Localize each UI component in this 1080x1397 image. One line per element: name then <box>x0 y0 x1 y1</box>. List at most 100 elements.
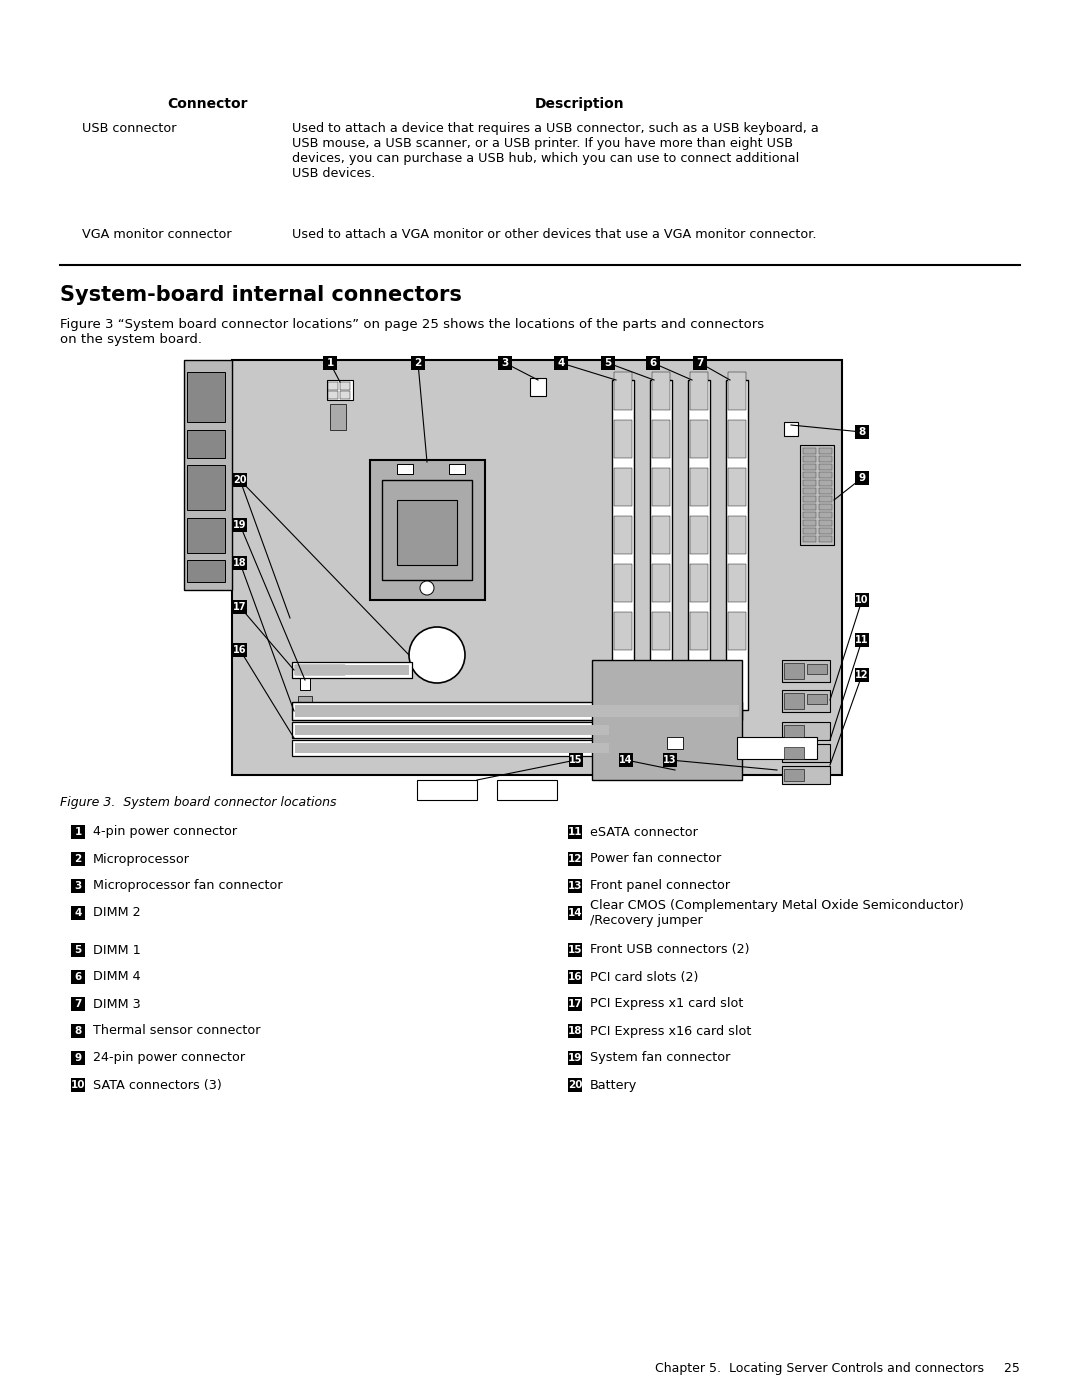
Bar <box>804 464 816 469</box>
Bar <box>804 481 816 486</box>
Text: Battery: Battery <box>590 1078 637 1091</box>
FancyBboxPatch shape <box>568 1024 582 1038</box>
Bar <box>652 468 670 506</box>
Text: PCI Express x16 card slot: PCI Express x16 card slot <box>590 1024 752 1038</box>
Text: DIMM 2: DIMM 2 <box>93 907 140 919</box>
Bar <box>804 448 816 454</box>
Bar <box>298 696 312 704</box>
Text: 24-pin power connector: 24-pin power connector <box>93 1052 245 1065</box>
Text: 1: 1 <box>326 358 334 367</box>
Bar <box>819 472 832 478</box>
Text: 14: 14 <box>568 908 582 918</box>
Bar <box>612 380 634 710</box>
Circle shape <box>409 627 465 683</box>
Text: Microprocessor fan connector: Microprocessor fan connector <box>93 880 283 893</box>
Bar <box>819 481 832 486</box>
FancyBboxPatch shape <box>855 471 869 485</box>
Bar <box>819 464 832 469</box>
Text: 17: 17 <box>233 602 246 612</box>
Text: 15: 15 <box>569 754 583 766</box>
Bar <box>688 380 710 710</box>
Bar <box>782 722 831 740</box>
Bar <box>807 694 827 704</box>
Text: Connector: Connector <box>166 96 247 110</box>
Text: DIMM 4: DIMM 4 <box>93 971 140 983</box>
Text: 9: 9 <box>75 1053 82 1063</box>
Bar <box>819 448 832 454</box>
Circle shape <box>420 581 434 595</box>
Text: 4: 4 <box>75 908 82 918</box>
Bar <box>187 560 225 583</box>
Text: PCI Express x1 card slot: PCI Express x1 card slot <box>590 997 743 1010</box>
Bar <box>187 372 225 422</box>
Bar <box>397 464 413 474</box>
Text: 15: 15 <box>568 944 582 956</box>
Text: 19: 19 <box>233 520 246 529</box>
Bar <box>652 612 670 650</box>
Bar <box>819 488 832 495</box>
Bar <box>295 665 345 675</box>
Text: 2: 2 <box>75 854 82 863</box>
Bar <box>819 496 832 502</box>
Text: eSATA connector: eSATA connector <box>590 826 698 838</box>
Text: Thermal sensor connector: Thermal sensor connector <box>93 1024 260 1038</box>
Text: 4: 4 <box>557 358 565 367</box>
FancyBboxPatch shape <box>71 1078 85 1092</box>
FancyBboxPatch shape <box>568 943 582 957</box>
FancyBboxPatch shape <box>693 356 707 370</box>
Bar <box>728 515 746 555</box>
FancyBboxPatch shape <box>855 592 869 608</box>
Bar <box>652 564 670 602</box>
Bar <box>728 468 746 506</box>
Bar <box>726 380 748 710</box>
Bar <box>784 768 804 781</box>
Bar <box>804 472 816 478</box>
Bar <box>187 430 225 458</box>
Text: 3: 3 <box>501 358 509 367</box>
FancyBboxPatch shape <box>568 852 582 866</box>
Text: USB connector: USB connector <box>82 122 176 136</box>
Bar <box>295 743 609 753</box>
Text: System-board internal connectors: System-board internal connectors <box>60 285 462 305</box>
Bar <box>615 420 632 458</box>
Bar <box>652 372 670 409</box>
FancyBboxPatch shape <box>619 753 633 767</box>
Text: Front USB connectors (2): Front USB connectors (2) <box>590 943 750 957</box>
Bar <box>328 391 338 400</box>
Text: Power fan connector: Power fan connector <box>590 852 721 866</box>
FancyBboxPatch shape <box>568 997 582 1011</box>
Bar <box>807 664 827 673</box>
Bar <box>449 464 465 474</box>
Text: 16: 16 <box>233 645 246 655</box>
FancyBboxPatch shape <box>71 852 85 866</box>
Bar <box>690 372 708 409</box>
Bar <box>690 468 708 506</box>
Bar <box>615 612 632 650</box>
Bar <box>690 420 708 458</box>
Bar <box>184 360 232 590</box>
Bar <box>295 665 409 675</box>
Bar <box>340 381 350 390</box>
Bar <box>784 664 804 679</box>
Bar <box>187 465 225 510</box>
Text: 12: 12 <box>855 671 868 680</box>
Bar <box>819 520 832 527</box>
Text: 19: 19 <box>568 1053 582 1063</box>
Text: 4-pin power connector: 4-pin power connector <box>93 826 238 838</box>
Text: 7: 7 <box>697 358 704 367</box>
Bar <box>340 391 350 400</box>
Bar <box>690 515 708 555</box>
FancyBboxPatch shape <box>663 753 677 767</box>
FancyBboxPatch shape <box>568 879 582 893</box>
FancyBboxPatch shape <box>855 633 869 647</box>
Bar <box>728 612 746 650</box>
FancyBboxPatch shape <box>71 997 85 1011</box>
Bar <box>728 420 746 458</box>
Text: Figure 3 “System board connector locations” on page 25 shows the locations of th: Figure 3 “System board connector locatio… <box>60 319 765 346</box>
Text: 11: 11 <box>568 827 582 837</box>
Text: 1: 1 <box>75 827 82 837</box>
Bar <box>292 662 411 678</box>
Text: 10: 10 <box>855 595 868 605</box>
FancyBboxPatch shape <box>411 356 426 370</box>
FancyBboxPatch shape <box>568 970 582 983</box>
